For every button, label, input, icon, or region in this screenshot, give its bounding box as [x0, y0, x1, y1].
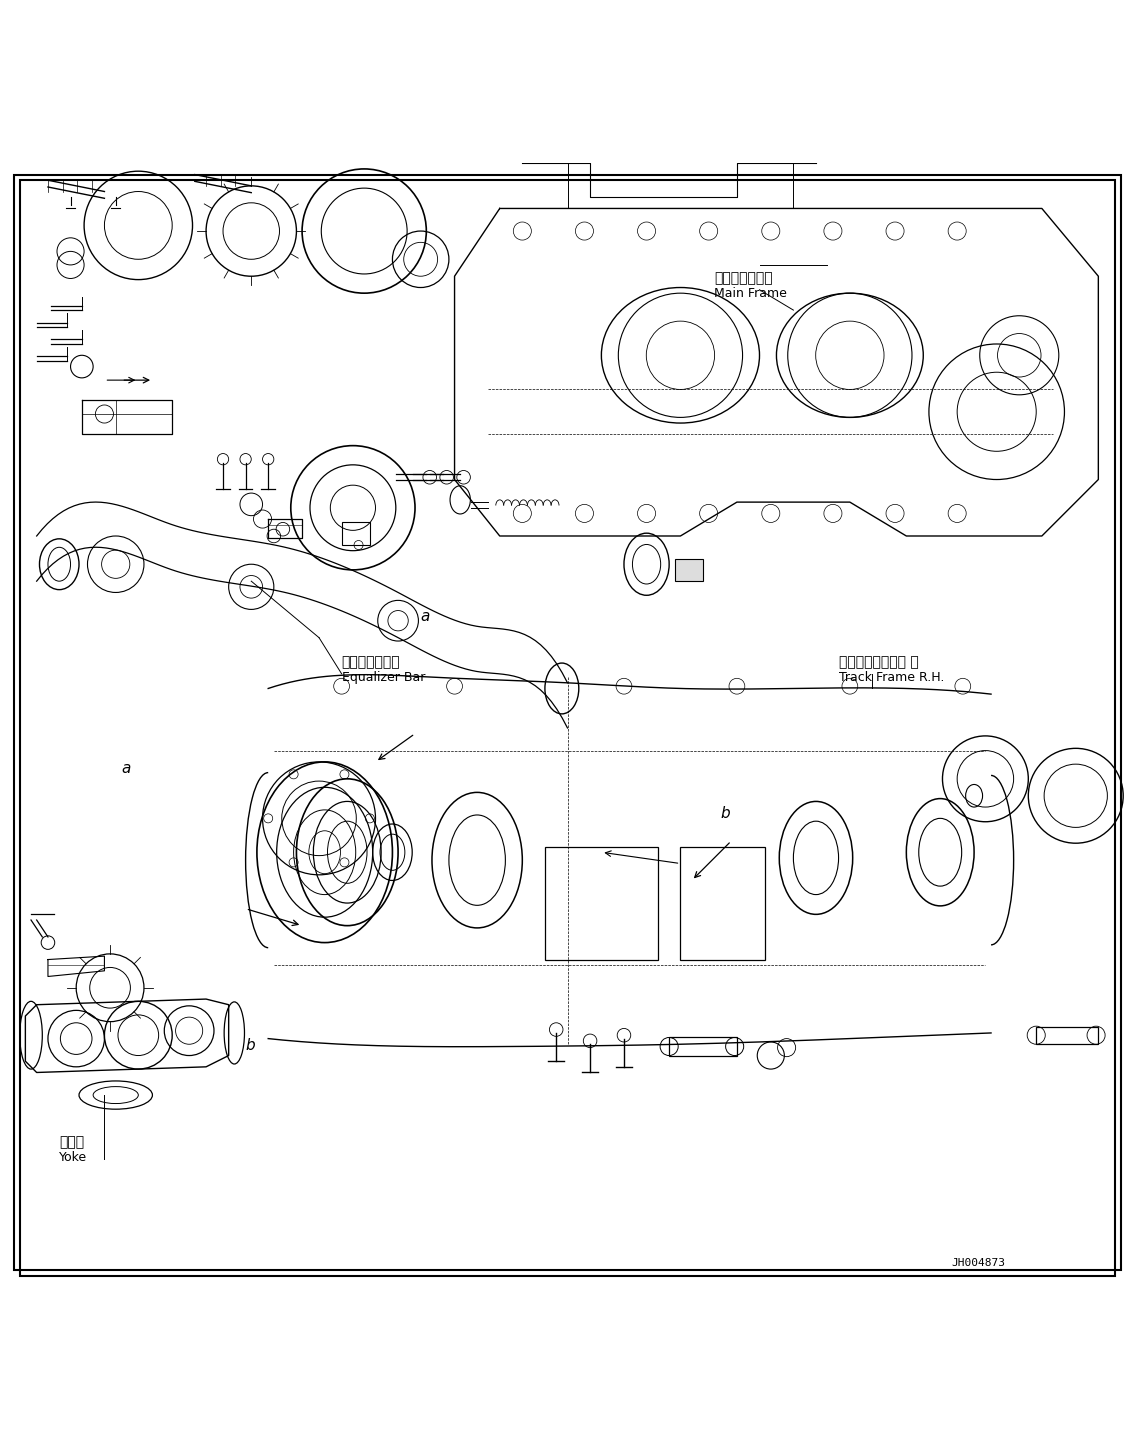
- Bar: [670, 1038, 737, 1056]
- Text: b: b: [245, 1038, 255, 1053]
- Text: b: b: [720, 807, 730, 821]
- Text: メインフレーム: メインフレーム: [714, 271, 773, 285]
- Text: トラックフレーム 右: トラックフレーム 右: [839, 655, 918, 668]
- Bar: [545, 846, 658, 960]
- Text: a: a: [421, 609, 430, 623]
- Text: Track Frame R.H.: Track Frame R.H.: [839, 671, 944, 683]
- Text: Main Frame: Main Frame: [714, 287, 788, 300]
- Bar: [681, 846, 765, 960]
- Bar: [1036, 1028, 1099, 1044]
- Text: イコライザバー: イコライザバー: [342, 655, 401, 668]
- Text: a: a: [121, 761, 131, 776]
- Bar: [342, 523, 370, 545]
- Text: ヨーク: ヨーク: [59, 1134, 84, 1149]
- Bar: [675, 559, 703, 581]
- Text: Equalizer Bar: Equalizer Bar: [342, 671, 424, 683]
- Text: JH004873: JH004873: [951, 1258, 1006, 1268]
- Text: Yoke: Yoke: [59, 1150, 87, 1163]
